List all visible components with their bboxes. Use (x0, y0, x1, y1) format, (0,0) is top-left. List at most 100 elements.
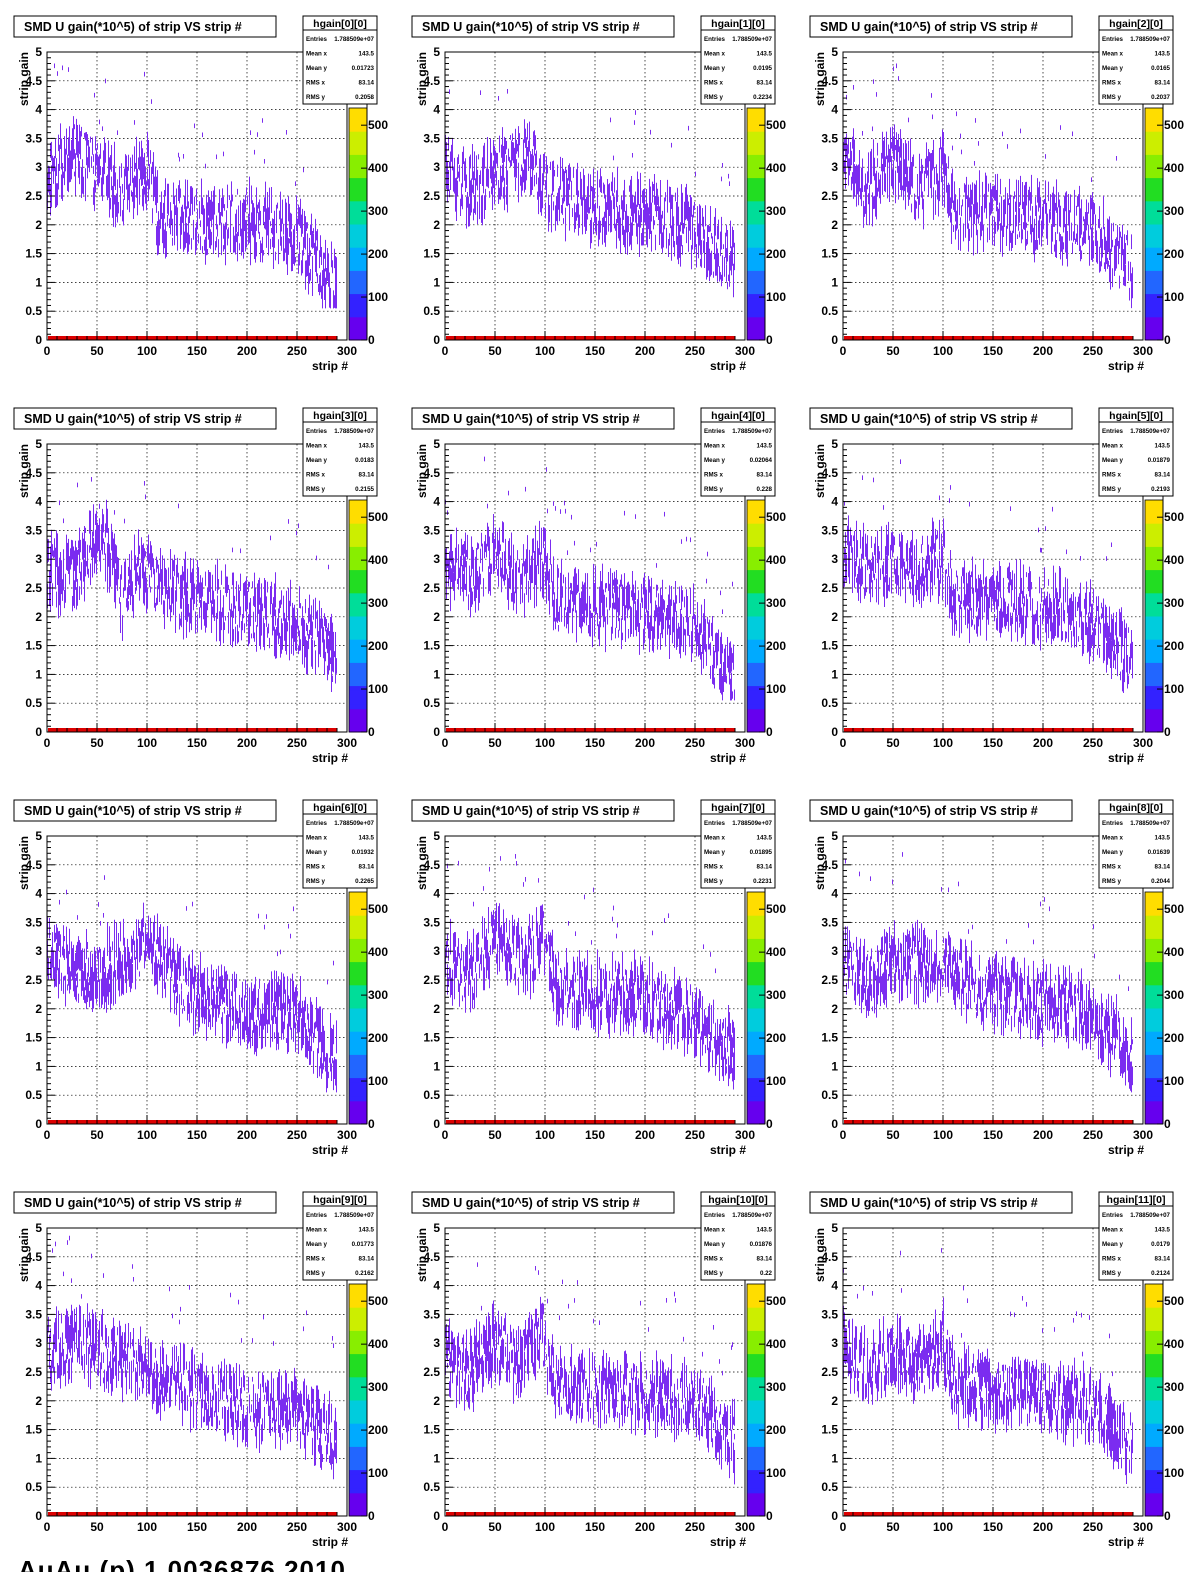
color-bar-cell (1145, 200, 1163, 206)
color-bar-cell (349, 108, 367, 114)
color-bar-cell (1145, 727, 1163, 733)
y-tick-label: 5 (433, 437, 440, 451)
color-bar-cell (1145, 551, 1163, 557)
color-bar-cell (747, 602, 765, 608)
color-bar-cell (1145, 541, 1163, 547)
color-bar-cell (349, 546, 367, 552)
x-axis: 0 50 100 150 200 250 300 (442, 723, 755, 750)
stats-value: 0.0195 (753, 65, 772, 72)
color-bar-tick-label: 400 (368, 161, 388, 175)
color-bar: 0 100 200 300 400 500 (348, 52, 388, 347)
color-bar-cell (1145, 182, 1163, 188)
stats-key: RMS y (1102, 486, 1121, 493)
color-bar-cell (349, 126, 367, 132)
color-bar-cell (747, 154, 765, 160)
stats-key: Mean x (704, 51, 726, 58)
chart-title: SMD U gain(*10^5) of strip VS strip # (820, 412, 1038, 426)
x-tick-label: 0 (44, 344, 51, 358)
color-bar-cell (349, 606, 367, 612)
y-tick-label: 5 (35, 437, 42, 451)
color-bar-cell (1145, 629, 1163, 636)
color-bar-cell (349, 312, 367, 318)
color-bar-tick-label: 100 (368, 290, 388, 304)
x-tick-label: 250 (1083, 344, 1103, 358)
color-bar-cell (747, 251, 765, 257)
y-tick-label: 0 (433, 333, 440, 347)
stats-value: 0.2058 (355, 94, 374, 101)
color-bar-cell (1145, 597, 1163, 603)
stats-key: Mean x (1102, 443, 1124, 450)
stats-box: hgain[1][0] Entries 1.788509e+07 Mean x 143.… (700, 15, 776, 105)
x-axis-label: strip # (710, 359, 746, 373)
y-tick-label: 4.5 (423, 466, 440, 480)
color-bar-cell (747, 620, 765, 626)
data-points (47, 875, 337, 1093)
color-bar-cell (349, 261, 367, 267)
color-bar-cell (349, 504, 367, 510)
color-bar-cell (747, 662, 765, 668)
x-tick-label: 100 (535, 736, 555, 750)
color-bar-cell (747, 564, 765, 571)
y-tick-label: 3 (35, 552, 42, 566)
color-bar: 0 100 200 300 400 500 (348, 444, 388, 739)
stats-key: RMS x (704, 80, 723, 87)
stats-box: hgain[2][0] Entries 1.788509e+07 Mean x 143.… (1098, 15, 1174, 105)
y-tick-label: 1 (831, 275, 838, 289)
color-bar-cell (349, 172, 367, 179)
color-bar-cell (349, 219, 367, 225)
color-bar-tick-label: 0 (766, 333, 773, 347)
color-bar-cell (747, 302, 765, 309)
x-tick-label: 0 (840, 736, 847, 750)
color-bar-cell (747, 131, 765, 137)
x-tick-label: 100 (137, 736, 157, 750)
x-axis-label: strip # (312, 751, 348, 765)
color-bar-cell (349, 284, 367, 290)
color-bar-cell (1145, 546, 1163, 552)
color-bar-cell (349, 270, 367, 276)
x-tick-label: 150 (983, 736, 1003, 750)
color-bar-cell (1145, 219, 1163, 225)
color-bar-tick-label: 100 (1164, 290, 1184, 304)
color-bar-cell (1145, 616, 1163, 622)
stats-frame (700, 15, 776, 105)
color-bar-cell (349, 620, 367, 626)
x-tick-label: 200 (635, 736, 655, 750)
color-bar-cell (747, 532, 765, 538)
chart-pad: 0 50 100 150 200 250 300 strip #0 0.5 1 1.5 2 2.5 3 3.… (0, 792, 390, 1172)
y-axis: 0 0.5 1 1.5 2 2.5 3 3.5 4 4.5 5 (423, 45, 453, 347)
color-bar: 0 100 200 300 400 500 (1144, 52, 1184, 347)
color-bar-cell (1145, 718, 1163, 724)
color-bar-cell (1145, 117, 1163, 123)
color-bar-cell (1145, 671, 1163, 677)
histogram-name: hgain[0][0] (313, 18, 367, 30)
color-bar-cell (1145, 611, 1163, 617)
color-bar-cell (349, 671, 367, 677)
color-bar-cell (747, 108, 765, 114)
color-bar-tick-label: 300 (368, 204, 388, 218)
chart-title-box: SMD U gain(*10^5) of strip VS strip # (411, 15, 675, 38)
color-bar-cell (1145, 312, 1163, 318)
color-bar-cell (747, 592, 765, 598)
color-bar-cell (747, 625, 765, 631)
stats-value: 1.788509e+07 (732, 428, 772, 435)
color-bar-tick-label: 300 (766, 204, 786, 218)
stats-value: 143.5 (359, 443, 375, 450)
color-bar-cell (747, 126, 765, 132)
color-bar-cell (349, 251, 367, 257)
color-bar-cell (1145, 131, 1163, 137)
x-tick-label: 0 (840, 344, 847, 358)
color-bar-cell (747, 578, 765, 585)
color-bar-cell (1145, 523, 1163, 529)
color-bar-cell (349, 518, 367, 524)
stats-key: RMS y (1102, 94, 1121, 101)
color-bar-cell (747, 177, 765, 183)
color-bar-cell (747, 163, 765, 169)
color-bar-cell (349, 713, 367, 719)
stats-value: 143.5 (757, 51, 773, 58)
y-tick-label: 5 (35, 45, 42, 59)
color-bar-cell (349, 676, 367, 682)
color-bar-cell (1145, 172, 1163, 179)
x-axis: 0 50 100 150 200 250 300 (44, 331, 357, 358)
y-tick-label: 2 (831, 610, 838, 624)
